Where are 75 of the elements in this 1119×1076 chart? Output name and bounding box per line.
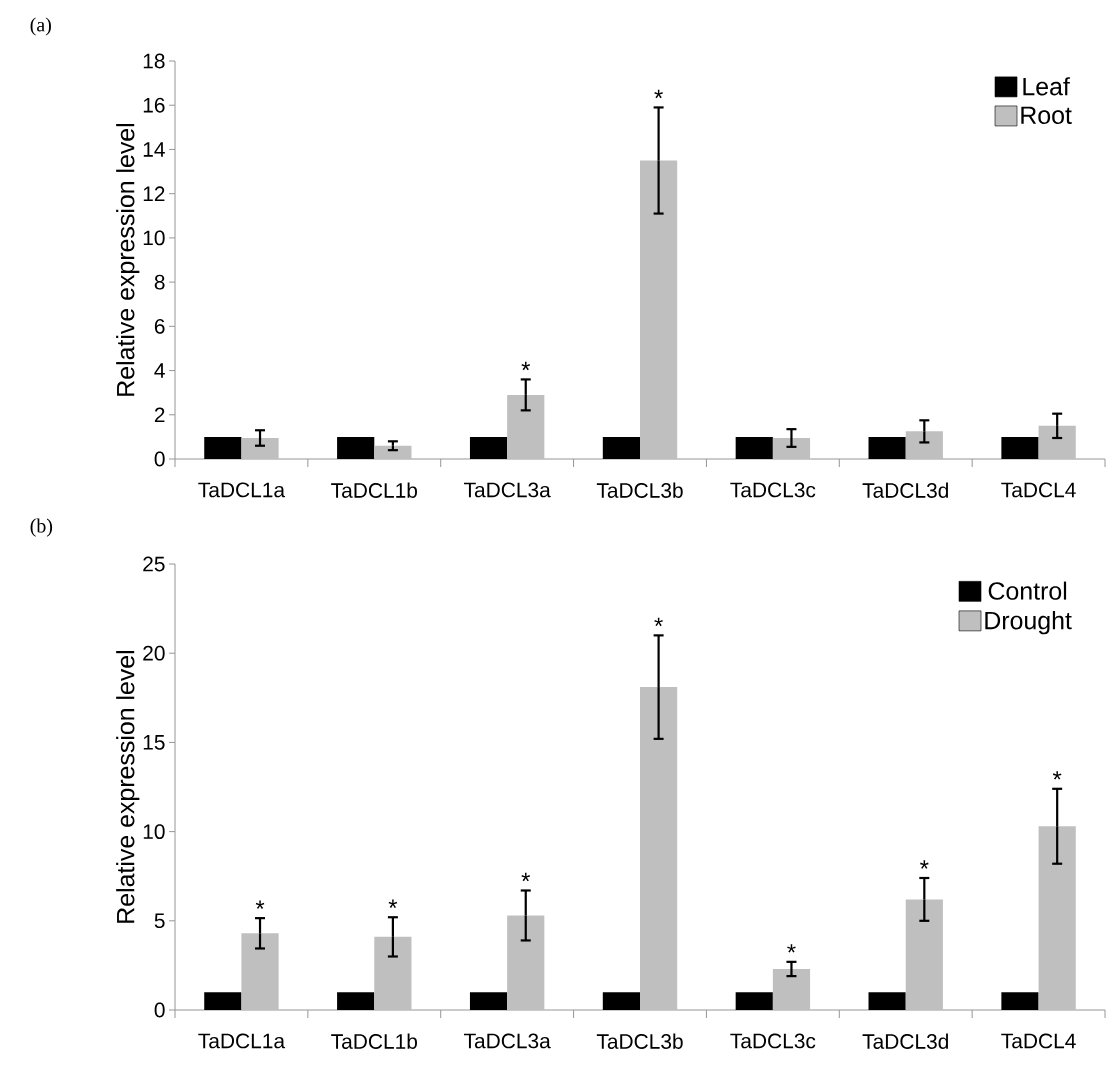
y-tick-label: 6: [154, 318, 165, 334]
y-tick-label: 8: [154, 274, 165, 290]
x-tick-label: TaDCL1a: [198, 482, 286, 498]
bar: [374, 936, 412, 1011]
bar: [772, 968, 811, 1011]
y-tick-label: 20: [143, 645, 165, 661]
bar: [204, 992, 242, 1011]
chart-title: (a): [30, 17, 51, 36]
data-label: *: [255, 900, 265, 909]
legend-label: Drought: [985, 611, 1072, 635]
y-tick-label: 15: [143, 735, 165, 750]
x-tick-label: TaDCL3a: [464, 1033, 551, 1049]
x-tick-label: TaDCL1a: [198, 1033, 286, 1049]
bar: [204, 436, 242, 460]
bar: [735, 436, 773, 460]
data-label: *: [654, 89, 663, 99]
legend-label: Leaf: [1023, 77, 1070, 96]
bar: [469, 992, 508, 1011]
legend-label: Root: [1021, 106, 1072, 125]
bar: [1001, 436, 1039, 460]
data-label: *: [787, 944, 796, 953]
bar: [507, 394, 545, 460]
chart-title: (b): [30, 518, 53, 537]
data-label: *: [920, 860, 929, 869]
y-tick-label: 0: [154, 451, 165, 467]
y-tick-label: 18: [143, 53, 165, 69]
bar: [905, 899, 943, 1011]
y-tick-label: 12: [143, 186, 165, 201]
x-tick-label: TaDCL3b: [596, 482, 683, 498]
x-tick-label: TaDCL4: [1001, 1033, 1076, 1049]
bar: [868, 992, 906, 1011]
x-tick-label: TaDCL1b: [331, 1033, 418, 1049]
x-tick-label: TaDCL3b: [596, 1033, 683, 1049]
bar: [1038, 425, 1076, 460]
bar: [640, 160, 678, 460]
bar: [241, 933, 279, 1011]
y-tick-label: 14: [143, 142, 165, 157]
legend-label: Control: [988, 581, 1067, 600]
y-tick-label: 0: [154, 1002, 165, 1018]
data-label: *: [388, 899, 398, 908]
x-tick-label: TaDCL3d: [862, 1033, 948, 1049]
bar: [602, 992, 640, 1011]
y-tick-label: 4: [154, 363, 165, 378]
data-label: *: [1052, 771, 1062, 780]
y-axis-title: Relative expression level: [116, 123, 140, 396]
bar: [640, 687, 678, 1011]
y-tick-label: 16: [143, 97, 165, 113]
bar: [337, 436, 375, 460]
bar: [735, 992, 773, 1011]
bar: [602, 436, 640, 460]
y-tick-label: 5: [154, 913, 165, 929]
data-label: *: [521, 872, 531, 882]
bar: [241, 438, 279, 460]
y-tick-label: 10: [143, 230, 165, 246]
x-tick-label: TaDCL3d: [862, 482, 948, 498]
bar: [905, 431, 943, 460]
bar: [337, 992, 375, 1011]
bar: [469, 436, 508, 460]
data-label: *: [654, 617, 663, 627]
x-tick-label: TaDCL1b: [331, 482, 418, 498]
bar: [772, 438, 811, 460]
bar: [868, 436, 906, 460]
y-tick-label: 10: [143, 824, 165, 840]
y-tick-label: 2: [154, 407, 165, 423]
x-tick-label: TaDCL3c: [730, 482, 816, 498]
y-axis-title: Relative expression level: [116, 651, 140, 923]
bar: [374, 445, 412, 460]
bar: [1001, 992, 1039, 1011]
data-label: *: [521, 361, 531, 371]
bar: [1038, 826, 1076, 1011]
x-tick-label: TaDCL3a: [464, 482, 551, 498]
bar: [507, 915, 545, 1011]
x-tick-label: TaDCL4: [1001, 482, 1076, 498]
x-tick-label: TaDCL3c: [730, 1033, 816, 1049]
y-tick-label: 25: [143, 556, 165, 572]
